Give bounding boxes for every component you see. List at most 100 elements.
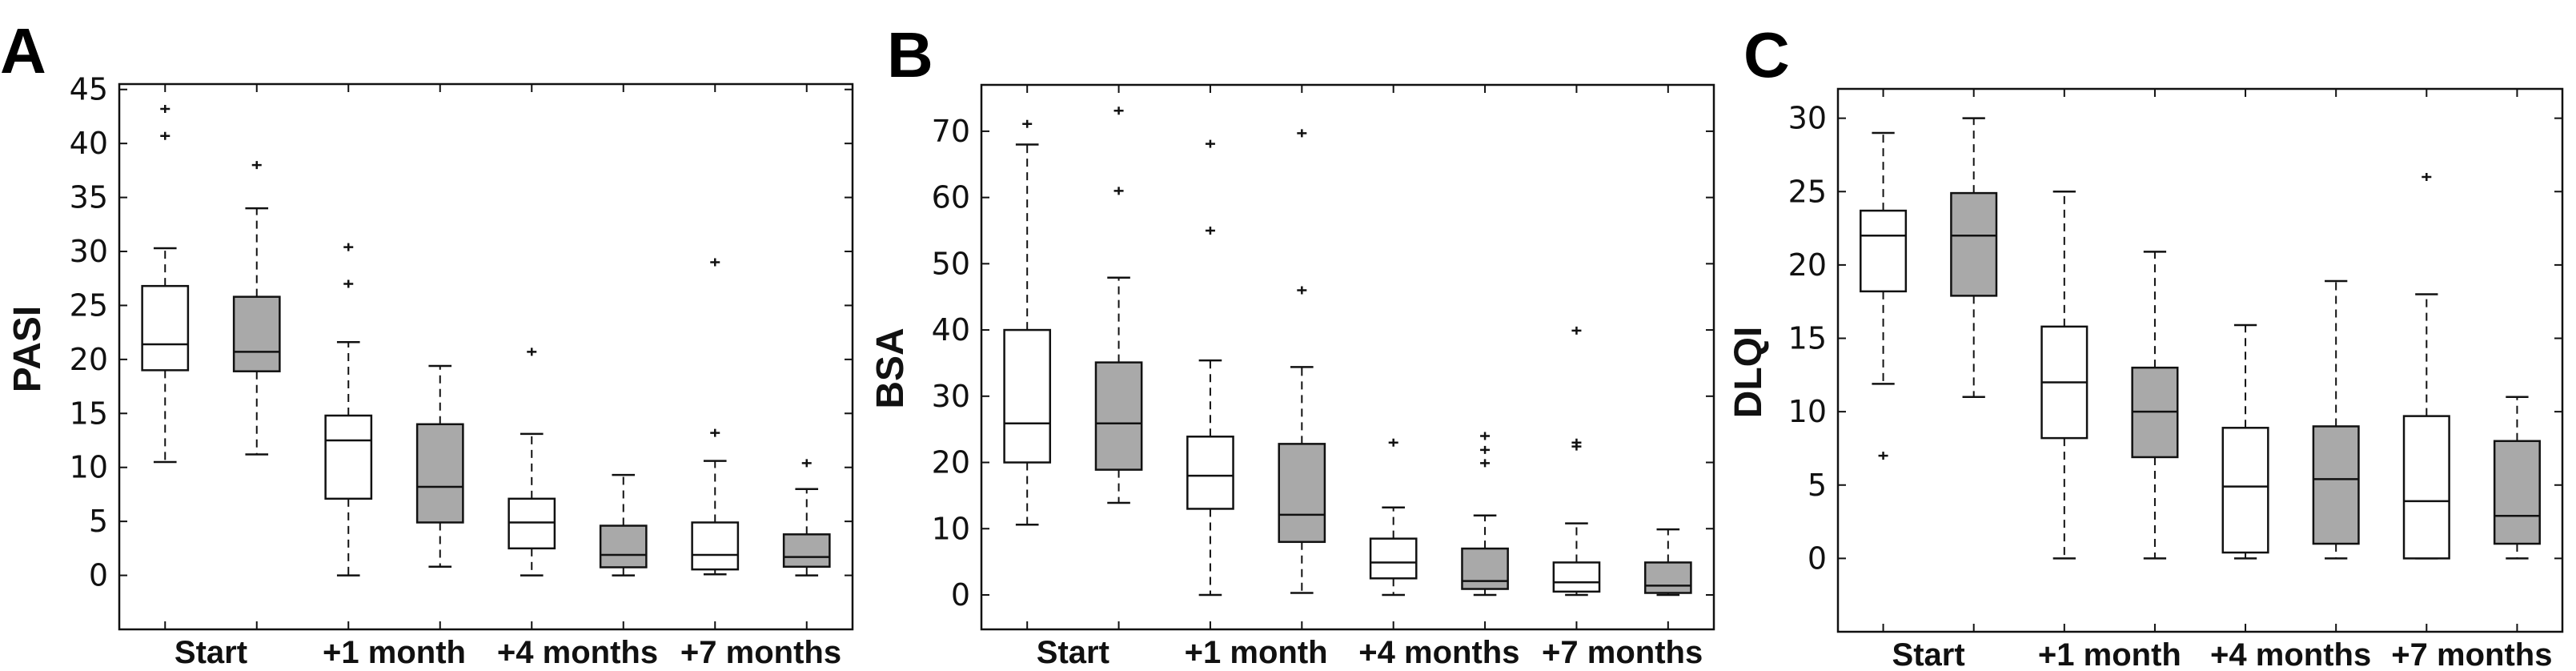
box-b-3 (1186, 139, 1234, 597)
x-category-label: +7 months (2391, 637, 2552, 671)
y-tick-label: 20 (1788, 247, 1827, 283)
y-tick-label: 0 (1808, 540, 1827, 576)
panel-b: B 0 10 20 30 40 50 60 70 Start +1 month +4 months +7… (869, 19, 1715, 670)
x-category-label: +1 month (323, 635, 466, 670)
box-c-8 (2493, 396, 2541, 560)
y-tick-label: 5 (89, 504, 108, 539)
outlier-marker (160, 105, 171, 114)
x-category-label: +4 months (1358, 635, 1519, 670)
iqr-box (1003, 328, 1052, 464)
box-c-6 (2312, 279, 2360, 560)
y-tick-label: 35 (70, 180, 108, 215)
box-b-2 (1094, 106, 1143, 504)
x-category-label: +1 month (2038, 637, 2181, 671)
panel-a: A 0 5 10 15 20 25 30 35 40 45 Start +1 month +4 month… (0, 15, 854, 670)
box-a-3 (324, 243, 373, 577)
outlier-marker (801, 459, 812, 468)
box-a-1 (141, 105, 190, 464)
y-tick-label: 50 (932, 246, 970, 281)
outlier-marker (2422, 172, 2432, 181)
box-b-4 (1278, 129, 1326, 594)
outlier-marker (1388, 438, 1398, 447)
outlier-marker (1297, 129, 1307, 138)
box-a-4 (415, 364, 464, 569)
outlier-marker (160, 131, 171, 140)
box-c-3 (2040, 191, 2088, 560)
outlier-marker (1571, 438, 1582, 447)
x-category-label: +4 months (2210, 637, 2371, 671)
x-category-label: Start (1037, 635, 1109, 670)
iqr-box (1369, 537, 1418, 580)
iqr-box (2312, 425, 2360, 545)
y-tick-label: 0 (89, 558, 108, 593)
iqr-box (508, 497, 556, 550)
outlier-marker (1480, 432, 1491, 440)
y-tick-label: 10 (932, 511, 970, 546)
box-c-4 (2131, 251, 2179, 560)
iqr-box (691, 521, 740, 571)
box-c-1 (1860, 131, 1908, 460)
box-b-7 (1552, 326, 1601, 597)
x-category-label: +1 month (1185, 635, 1328, 670)
panel-letter: B (887, 19, 933, 90)
y-tick-label: 60 (932, 180, 970, 215)
outlier-marker (251, 161, 262, 170)
box-c-2 (1950, 117, 1998, 399)
iqr-box (1186, 436, 1234, 510)
panel-c: C 0 5 10 15 20 25 30 Start +1 month +4 months +7 mo… (1727, 19, 2564, 671)
y-tick-label: 30 (70, 234, 108, 269)
iqr-box (2402, 415, 2450, 560)
iqr-box (1643, 561, 1692, 594)
outlier-marker (1480, 459, 1491, 468)
box-b-5 (1369, 438, 1418, 597)
outlier-marker (1113, 187, 1124, 195)
outlier-marker (1878, 452, 1888, 460)
y-tick-label: 15 (1788, 321, 1827, 356)
y-tick-label: 30 (932, 379, 970, 414)
iqr-box (599, 524, 648, 569)
box-a-2 (232, 161, 281, 456)
box-c-7 (2402, 172, 2450, 560)
outlier-marker (1113, 106, 1124, 115)
y-axis-label: BSA (869, 327, 912, 408)
y-tick-label: 40 (70, 126, 108, 161)
y-tick-label: 40 (932, 312, 970, 348)
outlier-marker (343, 243, 354, 251)
iqr-box (1278, 443, 1326, 544)
y-tick-label: 10 (70, 450, 108, 485)
outlier-marker (527, 348, 537, 356)
x-category-label: +7 months (680, 635, 841, 670)
iqr-box (324, 414, 373, 500)
box-a-5 (508, 348, 556, 577)
box-a-6 (599, 473, 648, 577)
y-tick-label: 15 (70, 396, 108, 431)
axes-frame (1836, 87, 2564, 633)
iqr-box (782, 533, 831, 569)
y-axis-label: DLQI (1727, 327, 1770, 419)
y-tick-label: 5 (1808, 468, 1827, 503)
outlier-marker (343, 279, 354, 288)
y-tick-label: 70 (932, 114, 970, 149)
iqr-box (1860, 209, 1908, 293)
outlier-marker (1205, 226, 1215, 235)
x-category-label: +4 months (497, 635, 658, 670)
y-tick-label: 25 (70, 287, 108, 323)
y-tick-label: 20 (932, 445, 970, 480)
outlier-marker (1480, 445, 1491, 454)
iqr-box (1552, 561, 1601, 593)
box-a-8 (782, 459, 831, 577)
panel-letter: C (1743, 19, 1790, 90)
iqr-box (232, 295, 281, 372)
box-b-8 (1643, 528, 1692, 597)
y-tick-label: 45 (70, 72, 108, 107)
outlier-marker (710, 258, 720, 267)
outlier-marker (1571, 326, 1582, 335)
x-category-label: Start (175, 635, 247, 670)
outlier-marker (1297, 286, 1307, 295)
y-tick-label: 25 (1788, 174, 1827, 209)
axes-frame (980, 83, 1715, 631)
outlier-marker (1022, 119, 1033, 128)
iqr-box (2493, 440, 2541, 545)
iqr-box (415, 423, 464, 524)
